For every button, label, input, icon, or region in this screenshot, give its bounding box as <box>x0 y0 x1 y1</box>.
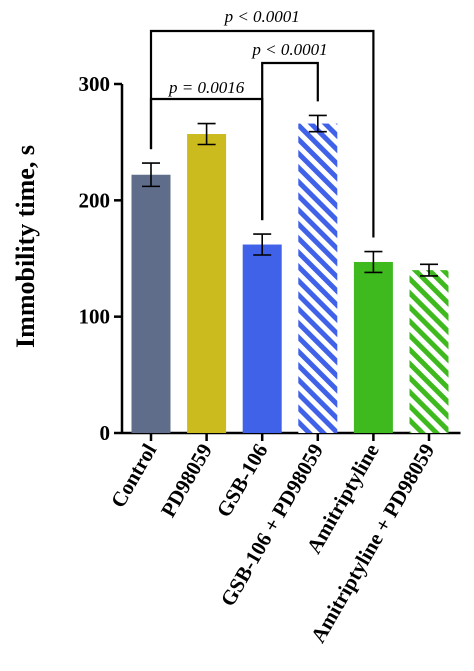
significance-bracket <box>261 61 319 221</box>
bar <box>298 123 338 433</box>
bar <box>187 134 227 434</box>
y-tick-label: 200 <box>79 188 111 212</box>
y-tick-label: 0 <box>100 421 111 445</box>
category-label: Control <box>106 439 162 511</box>
significance-label: p < 0.0001 <box>224 7 300 26</box>
bar <box>131 174 171 434</box>
y-tick-label: 300 <box>79 72 111 96</box>
category-label: GSB-106 + PD98059 <box>216 440 329 611</box>
y-tick-label: 100 <box>79 305 111 329</box>
bar <box>353 261 393 433</box>
bar <box>242 244 282 433</box>
y-axis-title: Immobility time, s <box>11 145 40 348</box>
category-label: GSB-106 <box>211 440 272 522</box>
significance-bracket <box>149 29 375 238</box>
significance-label: p < 0.0001 <box>251 40 327 59</box>
category-label: PD98059 <box>156 440 217 522</box>
bar <box>409 270 449 433</box>
significance-label: p = 0.0016 <box>168 78 245 97</box>
